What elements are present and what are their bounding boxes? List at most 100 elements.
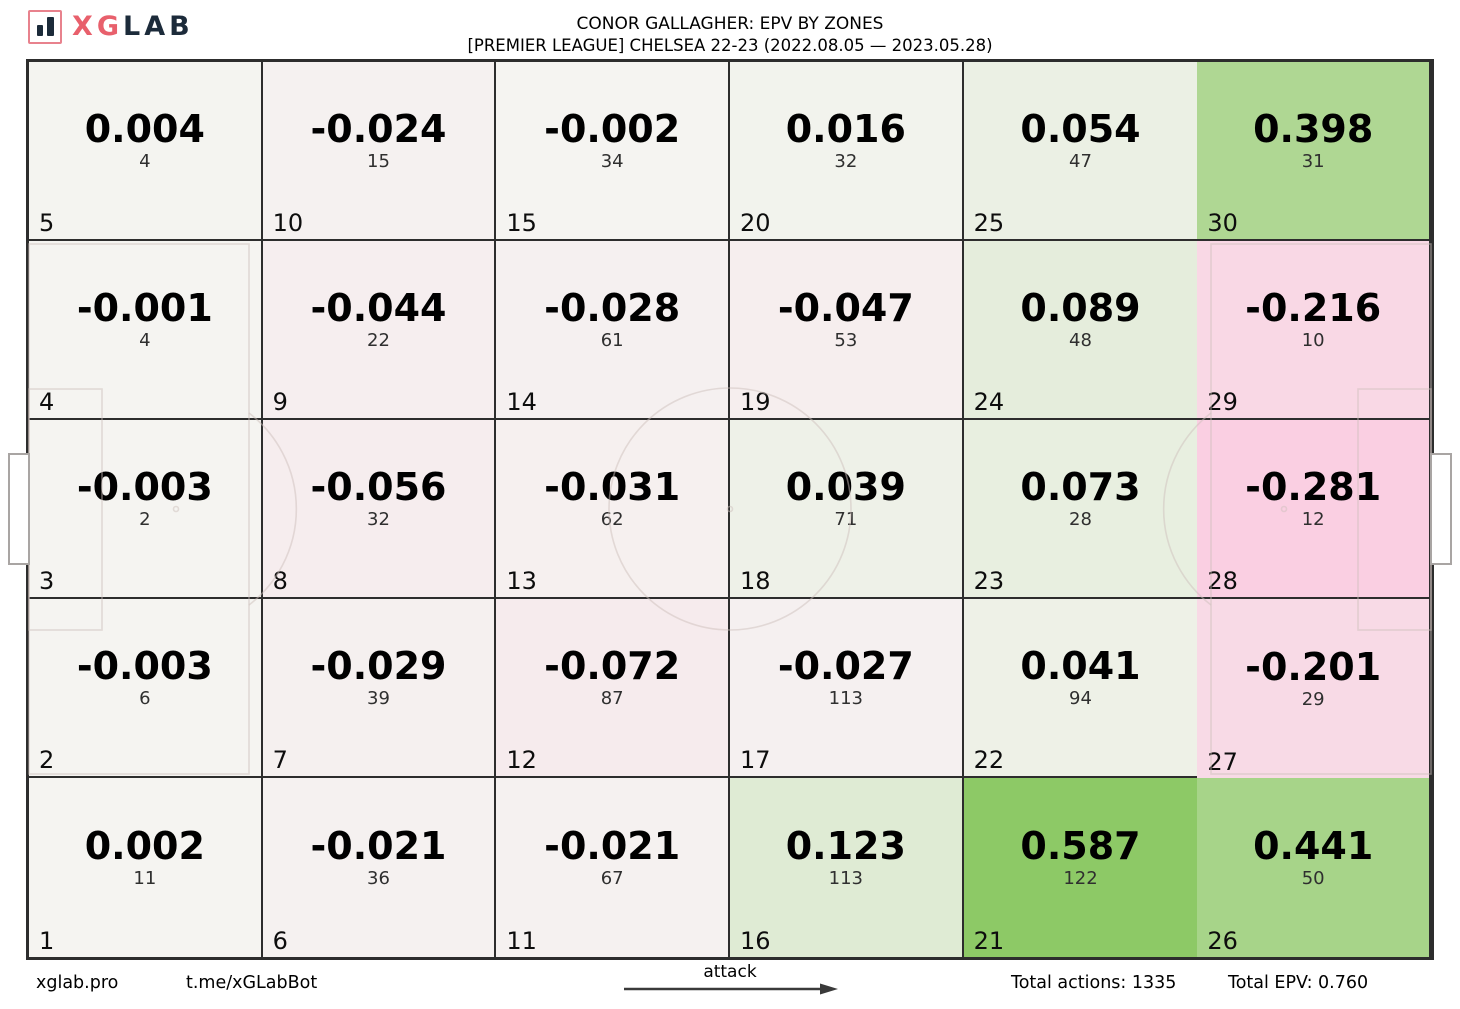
zone-epv: -0.027 bbox=[777, 644, 914, 688]
zone-epv: -0.001 bbox=[76, 286, 213, 330]
zone-cell: 0.004 4 5 bbox=[29, 62, 263, 241]
zone-count: 113 bbox=[828, 688, 863, 709]
zone-cell: -0.072 87 12 bbox=[496, 599, 730, 778]
zone-count: 71 bbox=[834, 509, 858, 530]
zone-count: 28 bbox=[1069, 509, 1092, 530]
zone-epv: -0.003 bbox=[76, 465, 213, 509]
zone-cell: -0.028 61 14 bbox=[496, 241, 730, 420]
zone-cell: 0.123 113 16 bbox=[730, 778, 964, 957]
zone-cell: 0.054 47 25 bbox=[963, 62, 1198, 241]
zone-number: 26 bbox=[1207, 927, 1238, 955]
zone-count: 22 bbox=[367, 330, 390, 351]
zone-cell: 0.398 31 30 bbox=[1197, 62, 1431, 241]
zone-cell: -0.031 62 13 bbox=[496, 420, 730, 599]
chart-title: CONOR GALLAGHER: EPV BY ZONES bbox=[576, 14, 884, 34]
zone-count: 94 bbox=[1069, 688, 1092, 709]
zone-epv: -0.072 bbox=[544, 644, 681, 688]
zone-epv: 0.002 bbox=[84, 824, 205, 868]
zone-count: 47 bbox=[1069, 151, 1092, 172]
zone-number: 1 bbox=[39, 927, 55, 955]
zone-count: 87 bbox=[600, 688, 624, 709]
zone-number: 20 bbox=[740, 209, 771, 237]
zone-epv: 0.398 bbox=[1253, 107, 1374, 151]
zone-epv: 0.089 bbox=[1020, 286, 1141, 330]
zone-epv: -0.021 bbox=[544, 824, 681, 868]
zone-count: 34 bbox=[600, 151, 624, 172]
zone-number: 22 bbox=[973, 746, 1005, 774]
zone-cell: -0.201 29 27 bbox=[1197, 599, 1431, 778]
zone-number: 15 bbox=[506, 209, 537, 237]
zone-epv: -0.029 bbox=[310, 644, 447, 688]
zone-number: 30 bbox=[1207, 209, 1238, 237]
zone-count: 11 bbox=[133, 868, 157, 889]
logo-xg: XG bbox=[72, 11, 123, 42]
zone-number: 23 bbox=[973, 567, 1005, 595]
zone-count: 61 bbox=[600, 330, 624, 351]
zone-cell: -0.021 67 11 bbox=[496, 778, 730, 957]
zone-epv: 0.041 bbox=[1020, 644, 1141, 688]
zone-number: 21 bbox=[973, 927, 1005, 955]
zone-cell: -0.281 12 28 bbox=[1197, 420, 1431, 599]
zone-number: 7 bbox=[272, 746, 288, 774]
logo-wordmark: XGLAB bbox=[72, 10, 194, 44]
attack-arrow-icon bbox=[624, 983, 838, 995]
zone-number: 3 bbox=[39, 567, 55, 595]
zone-cell: -0.216 10 29 bbox=[1197, 241, 1431, 420]
zone-number: 5 bbox=[39, 209, 55, 237]
zone-epv: -0.216 bbox=[1245, 286, 1382, 330]
telegram-link[interactable]: t.me/xGLabBot bbox=[186, 973, 318, 993]
zone-number: 25 bbox=[973, 209, 1005, 237]
zone-count: 10 bbox=[1301, 330, 1325, 351]
zone-cell: -0.027 113 17 bbox=[730, 599, 964, 778]
zone-number: 19 bbox=[740, 388, 771, 416]
site-link[interactable]: xglab.pro bbox=[36, 973, 119, 993]
zone-count: 67 bbox=[600, 868, 624, 889]
zone-count: 12 bbox=[1301, 509, 1325, 530]
chart-subtitle: [PREMIER LEAGUE] CHELSEA 22-23 (2022.08.… bbox=[467, 36, 993, 55]
logo-lab: LAB bbox=[122, 11, 194, 42]
left-goal bbox=[8, 453, 30, 565]
zone-number: 6 bbox=[272, 927, 288, 955]
zone-epv: -0.028 bbox=[544, 286, 681, 330]
zone-epv: -0.021 bbox=[310, 824, 447, 868]
zone-cell: 0.587 122 21 bbox=[963, 778, 1198, 957]
zone-epv: -0.281 bbox=[1245, 465, 1382, 509]
zone-number: 16 bbox=[740, 927, 771, 955]
zone-count: 15 bbox=[367, 151, 390, 172]
zone-count: 39 bbox=[367, 688, 390, 709]
zone-cell: 0.089 48 24 bbox=[963, 241, 1198, 420]
zone-cell: -0.002 34 15 bbox=[496, 62, 730, 241]
zone-number: 9 bbox=[272, 388, 288, 416]
total-actions: Total actions: 1335 bbox=[1011, 973, 1177, 993]
zone-number: 29 bbox=[1207, 388, 1238, 416]
zone-epv: 0.004 bbox=[84, 107, 205, 151]
zone-count: 31 bbox=[1301, 151, 1325, 172]
zone-count: 32 bbox=[367, 509, 390, 530]
xglab-logo: XGLAB bbox=[28, 10, 194, 44]
zone-count: 4 bbox=[139, 330, 151, 351]
zone-epv: -0.031 bbox=[544, 465, 681, 509]
zone-epv: -0.047 bbox=[777, 286, 914, 330]
total-epv: Total EPV: 0.760 bbox=[1228, 973, 1369, 993]
zone-epv: -0.003 bbox=[76, 644, 213, 688]
zone-epv: 0.123 bbox=[785, 824, 906, 868]
zone-cell: 0.002 11 1 bbox=[29, 778, 263, 957]
zone-count: 113 bbox=[828, 868, 863, 889]
zone-epv: 0.073 bbox=[1020, 465, 1141, 509]
zone-cell: -0.047 53 19 bbox=[730, 241, 964, 420]
zone-count: 50 bbox=[1301, 868, 1325, 889]
zone-number: 8 bbox=[272, 567, 288, 595]
right-goal bbox=[1430, 453, 1452, 565]
zone-number: 24 bbox=[973, 388, 1005, 416]
attack-direction: attack bbox=[622, 963, 838, 1000]
zone-epv: -0.002 bbox=[544, 107, 681, 151]
zone-count: 36 bbox=[367, 868, 390, 889]
zone-epv: 0.054 bbox=[1020, 107, 1141, 151]
zone-cell: 0.073 28 23 bbox=[963, 420, 1198, 599]
zone-number: 28 bbox=[1207, 567, 1238, 595]
zone-number: 17 bbox=[740, 746, 771, 774]
zone-count: 4 bbox=[139, 151, 151, 172]
zone-epv: 0.587 bbox=[1020, 824, 1141, 868]
zone-epv: -0.024 bbox=[310, 107, 447, 151]
